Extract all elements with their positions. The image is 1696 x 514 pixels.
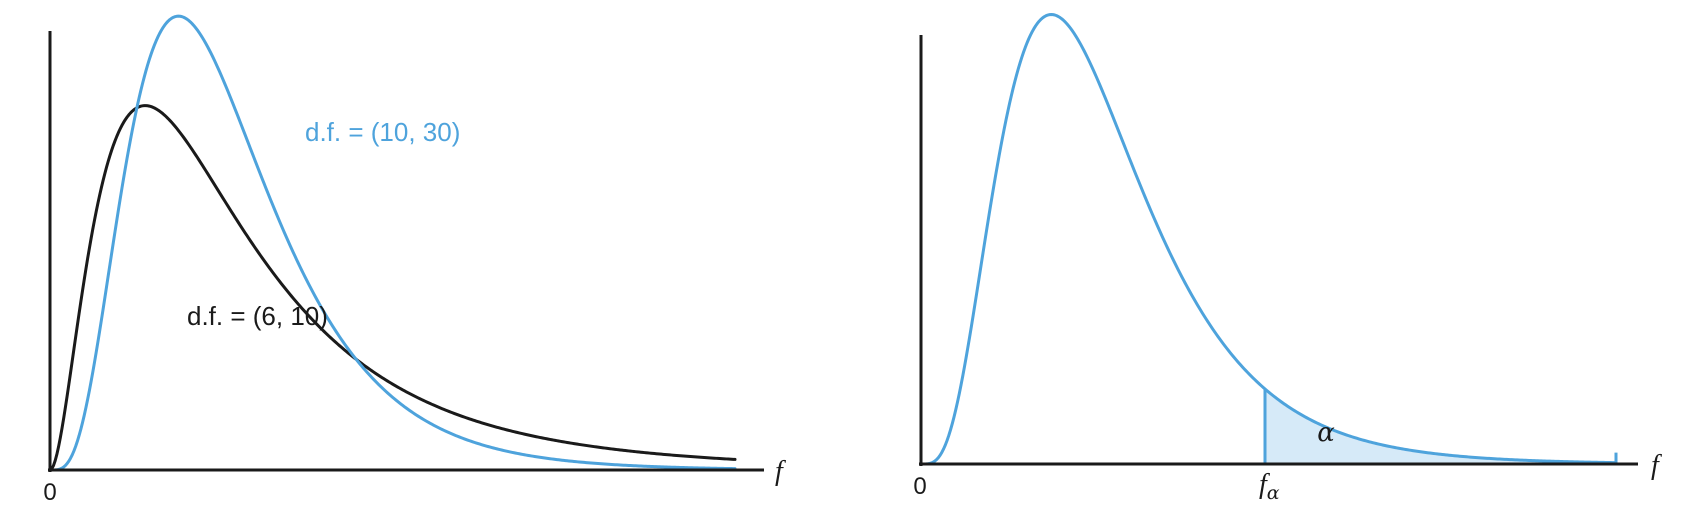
left-curve-df-6-10 <box>48 104 737 472</box>
left-chart: 0 f d.f. = (10, 30) d.f. = (6, 10) <box>43 14 786 506</box>
right-shaded-tail <box>1265 388 1616 464</box>
right-chart: 0 f fα α <box>913 13 1662 504</box>
left-curve-df-10-30 <box>48 14 737 472</box>
right-x-tick-label-0: 0 <box>913 473 926 500</box>
left-series-label-df-6-10: d.f. = (6, 10) <box>187 301 328 331</box>
right-x-axis-label: f <box>1651 450 1662 481</box>
right-curve-density <box>919 13 1618 466</box>
right-critical-value-f: f <box>1259 469 1270 500</box>
right-alpha-label: α <box>1317 418 1335 448</box>
left-x-tick-label-0: 0 <box>43 479 56 506</box>
left-x-axis-label: f <box>775 456 786 487</box>
right-critical-value-label: fα <box>1259 469 1280 504</box>
right-critical-value-subscript: α <box>1267 482 1280 504</box>
left-series-label-df-10-30: d.f. = (10, 30) <box>305 117 460 147</box>
